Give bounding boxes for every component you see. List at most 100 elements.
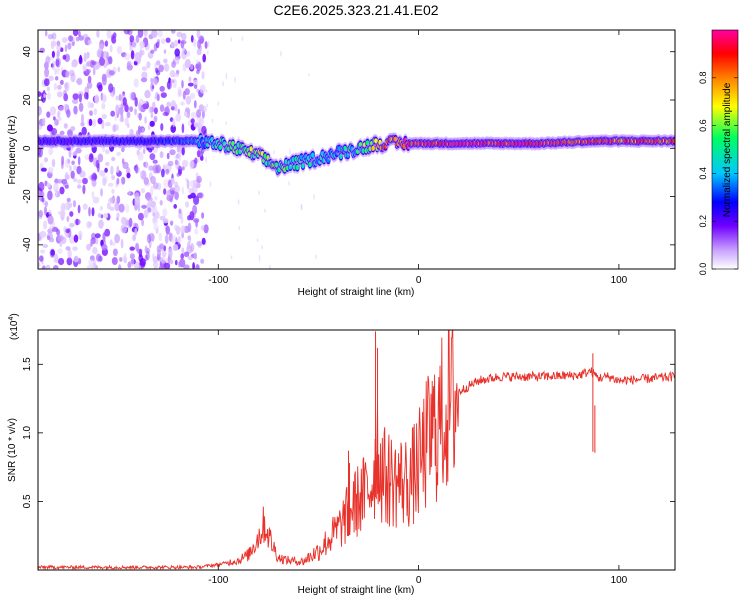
noise-speck — [116, 46, 122, 54]
noise-speck — [44, 157, 48, 163]
noise-speck — [47, 235, 51, 240]
noise-speck — [57, 248, 63, 254]
noise-speck — [187, 241, 191, 249]
noise-speck — [47, 167, 54, 174]
snr-frame — [37, 329, 676, 571]
noise-speck — [44, 67, 50, 78]
noise-speck — [77, 156, 81, 166]
noise-speck — [112, 248, 118, 257]
noise-speck — [159, 200, 163, 206]
noise-speck — [163, 262, 171, 269]
noise-speck — [65, 246, 71, 251]
noise-speck — [59, 130, 65, 136]
noise-speck — [273, 150, 275, 155]
x-tick-label: -100 — [208, 275, 228, 286]
noise-speck — [73, 105, 78, 115]
noise-speck — [193, 100, 197, 109]
noise-speck — [92, 67, 96, 76]
noise-speck — [190, 111, 197, 119]
noise-speck — [38, 255, 44, 262]
noise-speck — [50, 249, 55, 256]
noise-speck — [204, 41, 208, 49]
noise-speck — [175, 113, 182, 122]
noise-speck — [109, 206, 115, 211]
noise-speck — [206, 103, 209, 108]
snr-multiplier-base: (x10 — [9, 320, 20, 340]
noise-speck — [139, 41, 145, 49]
noise-speck — [76, 77, 83, 86]
noise-speck — [182, 90, 186, 100]
noise-speck — [190, 64, 194, 70]
noise-speck — [201, 105, 207, 113]
noise-speck — [104, 122, 111, 127]
noise-speck — [85, 69, 91, 74]
noise-speck — [201, 71, 205, 80]
noise-speck — [72, 98, 79, 104]
noise-speck — [177, 86, 182, 94]
noise-speck — [196, 109, 202, 118]
noise-speck — [91, 178, 97, 187]
noise-speck — [43, 220, 48, 230]
noise-speck — [104, 228, 111, 237]
noise-speck — [91, 119, 97, 127]
noise-speck — [162, 111, 169, 117]
noise-speck — [189, 211, 195, 221]
colorbar-tick-label: 0.6 — [698, 119, 708, 132]
noise-speck — [180, 101, 185, 106]
noise-speck — [168, 248, 173, 258]
noise-speck — [70, 126, 76, 132]
noise-speck — [111, 175, 115, 180]
noise-speck — [63, 181, 69, 188]
noise-speck — [138, 102, 142, 111]
noise-speck — [170, 106, 176, 111]
noise-speck — [86, 81, 93, 89]
noise-speck — [118, 93, 122, 102]
noise-speck — [198, 122, 202, 128]
noise-speck — [81, 126, 87, 136]
noise-speck — [192, 38, 197, 47]
noise-speck — [96, 49, 102, 58]
noise-speck — [116, 151, 121, 156]
noise-speck — [157, 39, 160, 45]
noise-speck — [198, 192, 204, 199]
noise-speck — [103, 213, 109, 219]
noise-speck — [64, 202, 70, 211]
noise-speck — [191, 185, 198, 194]
noise-speck — [142, 148, 146, 155]
noise-speck — [178, 151, 181, 162]
noise-speck — [95, 159, 100, 169]
noise-speck — [187, 194, 193, 199]
noise-speck — [175, 260, 178, 266]
noise-speck — [102, 177, 107, 186]
noise-speck — [53, 83, 58, 91]
noise-speck — [50, 63, 54, 68]
noise-speck — [49, 106, 57, 116]
noise-speck — [159, 243, 164, 250]
noise-speck — [194, 228, 199, 235]
noise-speck — [69, 211, 74, 217]
noise-speck — [181, 147, 185, 156]
noise-speck — [109, 196, 116, 204]
noise-speck — [124, 52, 131, 61]
noise-speck — [152, 253, 155, 261]
noise-speck — [63, 123, 68, 129]
y-tick-label: -20 — [22, 189, 33, 204]
noise-speck — [101, 102, 106, 110]
noise-speck — [186, 50, 191, 57]
noise-speck — [88, 206, 91, 217]
noise-speck — [72, 93, 79, 100]
noise-speck — [56, 91, 64, 98]
noise-speck — [185, 201, 189, 208]
noise-speck — [58, 105, 64, 112]
noise-speck — [161, 38, 166, 45]
noise-speck — [158, 264, 165, 269]
noise-speck — [169, 149, 176, 156]
noise-speck — [104, 40, 109, 47]
noise-speck — [104, 167, 108, 173]
noise-speck — [202, 53, 206, 63]
noise-speck — [152, 159, 158, 164]
noise-speck — [129, 106, 134, 112]
noise-speck — [52, 265, 59, 269]
noise-speck — [183, 251, 190, 258]
noise-speck — [69, 165, 72, 172]
